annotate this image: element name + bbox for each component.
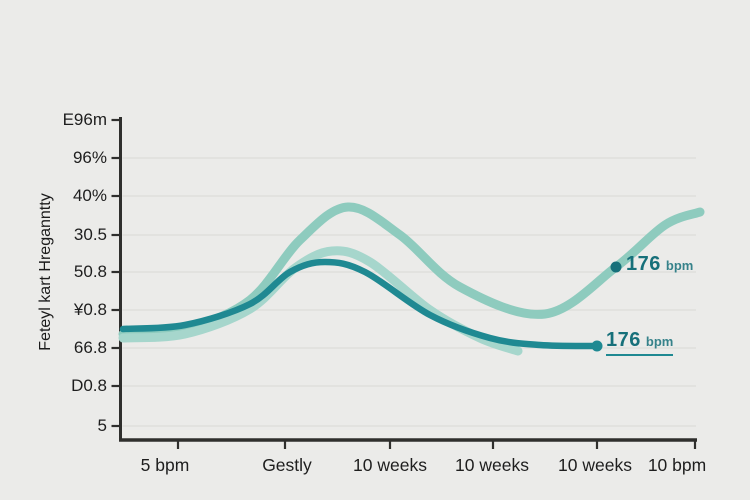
x-tick-label: 5 bpm <box>140 455 190 475</box>
x-tick-label: 10 weeks <box>558 455 632 475</box>
heart-rate-curve-low <box>119 258 599 350</box>
annotation-value: 176 <box>606 329 641 351</box>
y-tick-label: D0.8 <box>71 376 107 395</box>
x-tick-label: 10 weeks <box>455 455 529 475</box>
y-tick-label: 5 <box>97 416 107 435</box>
annotation-value: 176 <box>626 253 661 275</box>
y-tick-label: 66.8 <box>73 338 107 357</box>
y-tick-label: 50.8 <box>73 262 107 281</box>
x-tick-label: 10 weeks <box>353 455 427 475</box>
heart-rate-curve-shadow <box>118 246 523 356</box>
annotation-unit: bpm <box>645 334 674 349</box>
x-tick-label: 10 bpm <box>647 455 707 475</box>
y-tick-label: 96% <box>72 148 107 167</box>
annotation-lower-176bpm: 176 bpm <box>606 329 674 356</box>
y-tick-label: 30.5 <box>73 225 107 244</box>
x-tick-label: Gestly <box>262 455 312 475</box>
annotation-upper-176bpm: 176 bpm <box>626 254 693 274</box>
y-axis-title: Feteyl kart Hreganntty <box>37 193 54 351</box>
y-tick-label: 40% <box>72 186 107 205</box>
y-tick-label: ¥0.8 <box>73 300 107 319</box>
y-tick-label: E96m <box>62 110 107 129</box>
annotation-marker-dot <box>591 340 603 352</box>
annotation-marker-dot <box>610 261 622 273</box>
annotation-unit: bpm <box>665 258 694 273</box>
